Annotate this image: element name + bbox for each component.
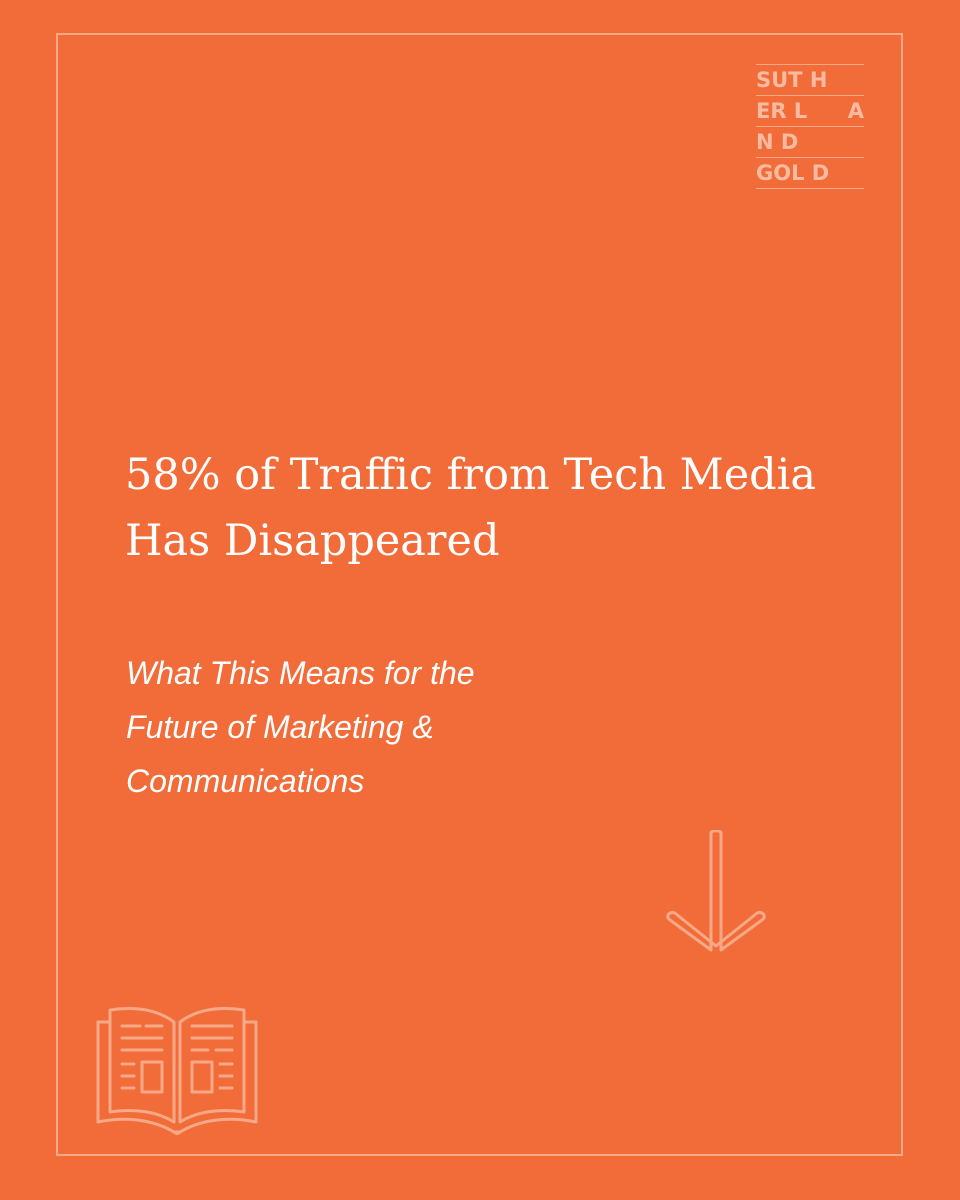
brand-logo: SUT H ER L A N D GOL D <box>756 64 864 189</box>
logo-text: GOL D <box>756 161 830 185</box>
subheadline-line-1: What This Means for the <box>126 655 475 691</box>
border-frame <box>56 33 903 1156</box>
logo-text: SUT H <box>756 68 828 92</box>
logo-text: N D <box>756 130 799 154</box>
headline-line-1: 58% of Traffic from Tech Media <box>125 450 817 500</box>
logo-text: ER L <box>756 99 808 123</box>
logo-row: GOL D <box>756 157 864 189</box>
headline-line-2: Has Disappeared <box>125 516 500 566</box>
subheadline-line-3: Communications <box>126 763 365 799</box>
open-book-icon <box>96 1007 258 1135</box>
arrow-down-icon <box>666 830 766 952</box>
headline: 58% of Traffic from Tech Media Has Disap… <box>125 442 845 574</box>
subheadline-line-2: Future of Marketing & <box>126 709 434 745</box>
subheadline: What This Means for the Future of Market… <box>126 646 626 808</box>
logo-text: A <box>847 99 864 123</box>
logo-row: N D <box>756 126 864 157</box>
logo-row: SUT H <box>756 64 864 95</box>
logo-row: ER L A <box>756 95 864 126</box>
